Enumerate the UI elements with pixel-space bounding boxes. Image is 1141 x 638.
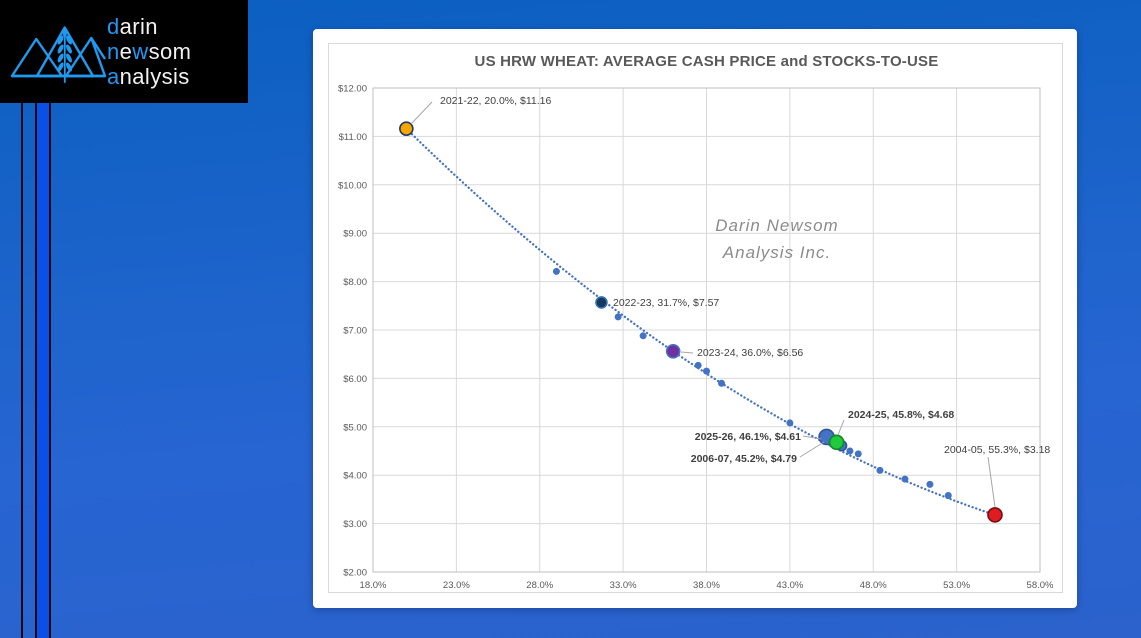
x-tick-label: 18.0% [360,580,387,591]
y-tick-label: $6.00 [343,374,367,385]
chart-panel: US HRW WHEAT: AVERAGE CASH PRICE and STO… [313,29,1077,608]
watermark-line: Darin Newsom [715,216,838,235]
x-tick-label: 23.0% [443,580,470,591]
y-tick-label: $2.00 [343,568,367,579]
data-point [926,480,934,488]
window-edge-line-2 [35,103,37,638]
logo-word: newsom [107,39,192,64]
leader-line [680,351,694,354]
data-point-2024-25 [828,434,845,451]
x-tick-label: 38.0% [693,580,720,591]
trendline [405,127,995,516]
leader-line [799,441,825,458]
logo-wordmark: darin newsom analysis [107,14,191,89]
chart-title: US HRW WHEAT: AVERAGE CASH PRICE and STO… [474,53,939,70]
point-label-2025-26: 2025-26, 46.1%, $4.61 [695,431,801,443]
data-point [703,367,710,375]
x-tick-label: 43.0% [776,580,803,591]
data-point-2022-23 [595,296,608,309]
wheat-mountains-icon [10,26,107,83]
data-point [901,475,909,483]
dna-logo: darin newsom analysis [0,0,248,103]
point-label-2004-05: 2004-05, 55.3%, $3.18 [944,444,1050,456]
data-point [718,379,726,387]
logo-word: darin [107,14,158,39]
leader-line [410,101,433,125]
data-point [639,332,647,340]
leader-line [802,435,822,440]
point-label-2006-07: 2006-07, 45.2%, $4.79 [691,453,797,465]
data-point [614,313,622,321]
y-tick-label: $10.00 [338,180,367,191]
point-label-2021-22: 2021-22, 20.0%, $11.16 [440,95,551,107]
window-edge-line-3 [49,103,51,638]
x-tick-label: 33.0% [610,580,637,591]
x-tick-label: 28.0% [526,580,553,591]
data-point [552,267,560,275]
scatter-plot: 18.0% 23.0% 28.0% 33.0% 38.0% 43.0% 48.0% 53.0%… [338,84,1054,592]
y-tick-label: $8.00 [343,277,367,288]
y-tick-label: $7.00 [343,326,367,337]
leader-line [837,419,845,436]
window-edge-stripe [36,103,49,638]
y-tick-label: $11.00 [339,132,367,143]
data-point-2023-24 [665,343,681,359]
data-point [846,447,854,455]
data-point [694,361,702,369]
logo-word: analysis [107,64,190,89]
data-point [854,450,862,458]
x-tick-label: 53.0% [943,580,970,591]
data-point [786,419,794,427]
point-label-2022-23: 2022-23, 31.7%, $7.57 [613,297,719,309]
x-tick-label: 58.0% [1027,580,1054,591]
chart-frame [328,43,1063,593]
data-point-2021-22 [399,121,414,136]
window-edge-line-1 [21,103,23,638]
point-label-2023-24: 2023-24, 36.0%, $6.56 [697,347,803,359]
plot-border [372,87,1041,573]
point-label-2024-25: 2024-25, 45.8%, $4.68 [848,409,954,421]
leader-line [987,456,996,508]
y-tick-label: $5.00 [343,422,367,433]
data-point [944,492,952,500]
watermark-line: Analysis Inc. [722,243,831,262]
wheat-ear [57,27,72,83]
y-tick-label: $3.00 [343,519,367,530]
y-tick-label: $4.00 [343,471,367,482]
x-tick-label: 48.0% [860,580,887,591]
data-point-2004-05 [987,507,1003,523]
data-point [876,466,884,474]
y-tick-label: $9.00 [343,229,367,240]
y-tick-label: $12.00 [338,84,367,95]
